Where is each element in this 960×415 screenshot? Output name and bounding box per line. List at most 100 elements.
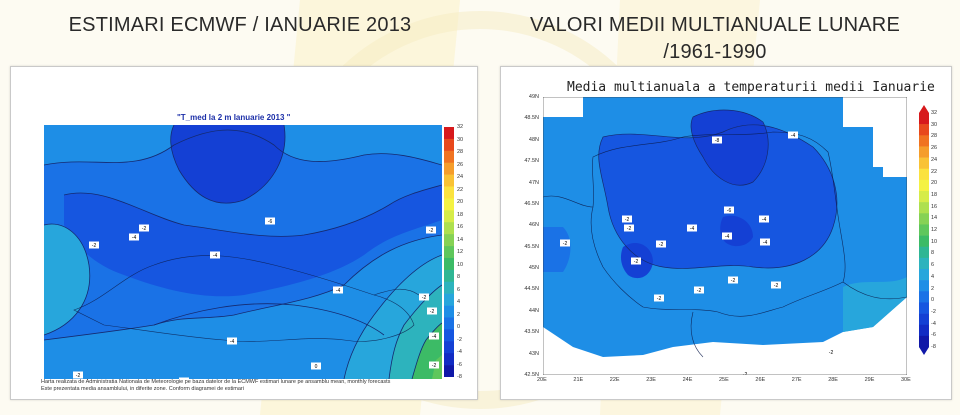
colorbar-segment — [919, 335, 929, 348]
colorbar-segment — [919, 324, 929, 337]
colorbar-tick: 22 — [457, 186, 464, 193]
longitude-tick: 21E — [573, 377, 584, 383]
climatology-contour-labels: -8 -4 -2 -2 -6 -4 -4 -4 -2 -4 -2 -2 -2 -… — [560, 131, 836, 375]
colorbar-segment — [919, 302, 929, 314]
colorbar-segment — [444, 222, 454, 235]
longitude-tick: 25E — [719, 377, 729, 383]
contour-label: 0 — [179, 377, 189, 379]
ecmwf-forecast-panel: "T_med la 2 m Ianuarie 2013 " -2 — [10, 66, 478, 400]
colorbar-tick: 26 — [457, 161, 464, 168]
contour-label-text: -8 — [715, 138, 720, 144]
contour-label: -2 — [560, 239, 570, 247]
colorbar-segment — [444, 257, 454, 271]
colorbar-tick: 8 — [457, 274, 461, 280]
colorbar-segment — [919, 257, 929, 270]
colorbar-arrow-bottom — [919, 347, 929, 355]
contour-label: -2 — [73, 371, 83, 379]
colorbar-tick: 30 — [457, 136, 464, 143]
colorbar-segment — [444, 329, 454, 342]
colorbar-segment — [919, 313, 929, 326]
colorbar-tick: 18 — [457, 211, 464, 218]
colorbar-tick: 6 — [931, 262, 935, 269]
contour-label: -2 — [728, 276, 738, 284]
contour-label-text: -4 — [432, 334, 437, 340]
contour-label-text: -2 — [430, 309, 435, 315]
contour-label: -4 — [227, 337, 237, 345]
longitude-tick: 20E — [537, 377, 547, 383]
latitude-tick: 45.5N — [524, 243, 539, 250]
contour-label: -2 — [429, 361, 439, 369]
contour-label: 0 — [311, 362, 321, 370]
colorbar-segment — [919, 157, 929, 170]
colorbar-segment — [919, 146, 929, 158]
contour-label-text: -2 — [142, 226, 147, 232]
contour-label: -4 — [210, 251, 220, 259]
climatology-temperature-map: -8 -4 -2 -2 -6 -4 -4 -4 -2 -4 -2 -2 -2 -… — [543, 97, 907, 375]
contour-label-text: -4 — [762, 217, 767, 223]
colorbar-tick: 22 — [931, 168, 938, 175]
contour-label: -2 — [656, 240, 666, 248]
colorbar-segment — [444, 353, 454, 366]
colorbar-tick: 16 — [931, 203, 938, 210]
colorbar-segment — [444, 246, 454, 259]
latitude-tick: 45N — [528, 265, 539, 272]
colorbar-segment — [444, 186, 454, 199]
colorbar-segment — [919, 168, 929, 181]
longitude-tick: 30E — [901, 377, 911, 383]
colorbar-tick: 6 — [457, 286, 461, 293]
latitude-tick: 44.5N — [524, 286, 539, 293]
colorbar-segment — [444, 341, 454, 354]
colorbar-segment — [444, 281, 454, 294]
contour-label-text: -2 — [432, 363, 437, 369]
contour-label: -4 — [722, 232, 732, 240]
colorbar-segment — [919, 124, 929, 136]
colorbar-segment — [919, 179, 929, 192]
colorbar-segment — [919, 113, 929, 125]
longitude-ticks: 20E 21E 22E 23E 24E 25E 26E 27E 28E 29E 30E — [537, 376, 911, 386]
colorbar-tick: 16 — [457, 224, 464, 230]
colorbar-tick: -2 — [457, 336, 462, 343]
latitude-ticks: 49N 48.5N 48N 47.5N 47N 46.5N 46N 45.5N 45N 44.5N… — [515, 94, 541, 378]
contour-label: -6 — [724, 206, 734, 214]
colorbar-segment — [444, 269, 454, 283]
colorbar-segment — [919, 291, 929, 303]
colorbar-tick: -4 — [931, 320, 936, 327]
colorbar-tick: 32 — [931, 110, 938, 116]
colorbar-segment — [444, 293, 454, 306]
longitude-tick: 29E — [864, 377, 875, 383]
colorbar-segment — [444, 365, 454, 377]
colorbar-segment — [919, 202, 929, 214]
colorbar-tick: 32 — [457, 124, 464, 130]
climatology-colorbar-ticks: 32 30 28 26 24 22 20 18 16 14 12 10 8 6 4 2 0 -2 -4 -6 -8 — [931, 105, 949, 355]
latitude-tick: 49N — [528, 94, 539, 100]
colorbar-tick: 10 — [457, 261, 464, 268]
colorbar-segment — [444, 210, 454, 223]
colorbar-tick: 28 — [931, 133, 938, 140]
contour-label-text: -2 — [659, 242, 664, 248]
contour-label: -8 — [712, 136, 722, 144]
colorbar-tick: 2 — [457, 311, 461, 318]
contour-label-text: -6 — [727, 208, 732, 214]
colorbar-tick: -2 — [931, 308, 936, 315]
colorbar-segment — [444, 150, 454, 164]
contour-label-text: -2 — [731, 278, 736, 284]
colorbar-tick: 26 — [931, 145, 938, 152]
colorbar-tick: 2 — [931, 285, 935, 292]
contour-label-text: -4 — [230, 339, 235, 345]
latitude-tick: 48N — [528, 136, 539, 143]
contour-label-text: -4 — [132, 235, 137, 241]
contour-label-text: -2 — [697, 288, 702, 294]
colorbar-tick: 0 — [457, 324, 461, 330]
colorbar-segment — [444, 305, 454, 318]
contour-label: -2 — [740, 370, 750, 375]
contour-label-text: -4 — [763, 240, 768, 246]
contour-label: -2 — [427, 307, 437, 315]
colorbar-segment — [919, 213, 929, 225]
contour-label: -2 — [622, 215, 632, 223]
contour-label-text: -2 — [774, 283, 779, 289]
contour-label: -4 — [788, 131, 798, 139]
contour-label-text: -4 — [690, 226, 695, 232]
ecmwf-map-note: Harta realizata de Administratia Nationa… — [41, 379, 390, 393]
colorbar-segment — [919, 235, 929, 248]
colorbar-segment — [444, 174, 454, 187]
